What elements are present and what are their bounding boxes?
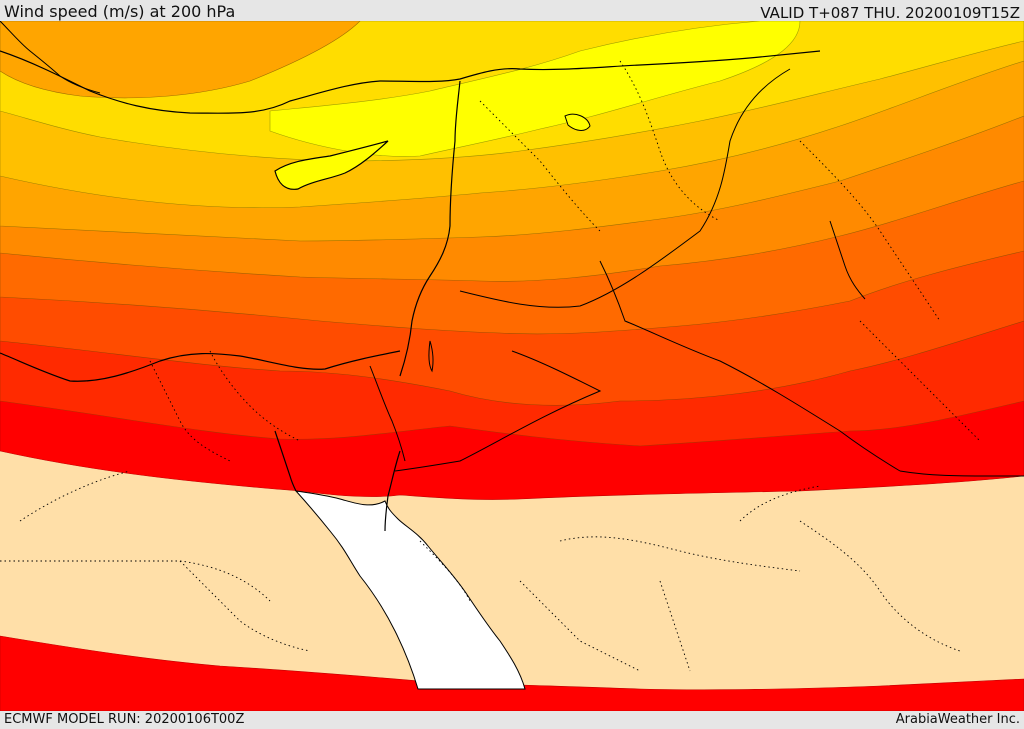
sinai-gulf-aqaba — [384, 450, 401, 532]
dead-sea — [428, 340, 434, 373]
model-run-label: ECMWF MODEL RUN: 20200106T00Z — [4, 712, 245, 727]
lake-van — [564, 113, 591, 131]
gulf-of-suez — [274, 430, 297, 492]
egypt-coast — [0, 350, 401, 382]
footer-bar: ECMWF MODEL RUN: 20200106T00Z ArabiaWeat… — [0, 711, 1024, 729]
turkey-coast-nw — [0, 21, 101, 94]
levant-coast — [399, 80, 461, 377]
border-solid-2 — [459, 68, 791, 308]
red-sea — [294, 490, 526, 690]
valid-time-label: VALID T+087 THU. 20200109T15Z — [760, 4, 1020, 22]
header-bar: Wind speed (m/s) at 200 hPa VALID T+087 … — [0, 0, 1024, 22]
border-solid-4 — [394, 350, 602, 472]
band-4-patch — [0, 21, 361, 99]
cyprus — [274, 140, 389, 190]
border-solid-3 — [599, 260, 901, 472]
internal-borders — [0, 60, 981, 672]
coastline-north — [0, 50, 821, 114]
wind-speed-map-canvas — [0, 21, 1024, 711]
band-1 — [269, 21, 801, 157]
band-highest-south — [0, 635, 1024, 711]
credit-label: ArabiaWeather Inc. — [895, 712, 1020, 727]
gulf-coast-kuwait — [829, 220, 866, 300]
weather-map[interactable] — [0, 21, 1024, 711]
map-title: Wind speed (m/s) at 200 hPa — [4, 2, 236, 21]
border-solid-1 — [369, 365, 406, 462]
border-solid-5 — [899, 470, 1024, 477]
